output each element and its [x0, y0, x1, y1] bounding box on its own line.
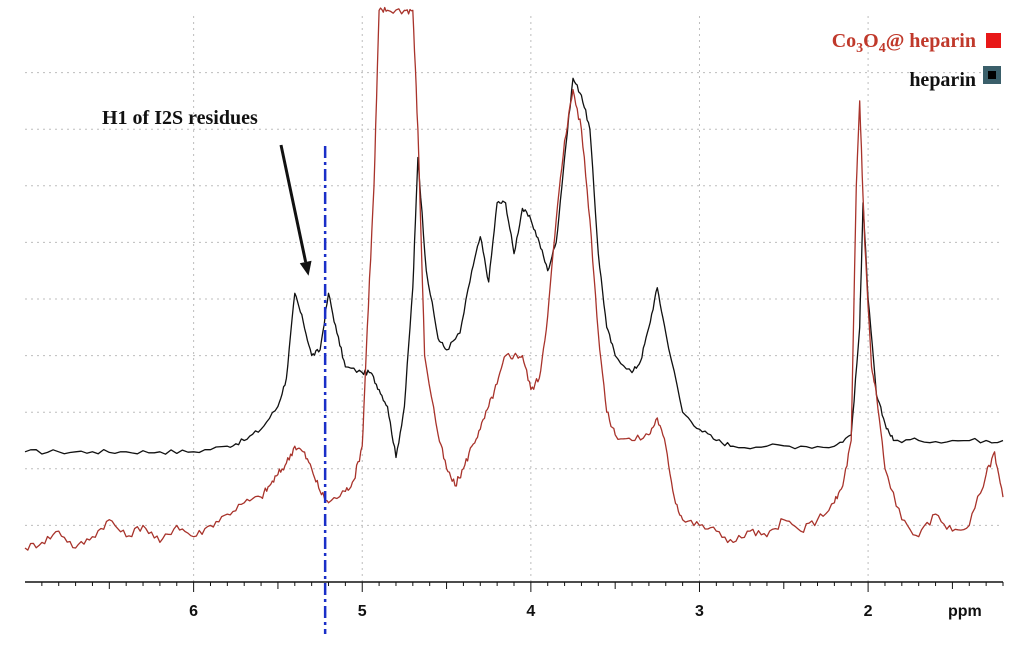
tick-label: 2 — [864, 603, 873, 620]
legend: Co3O4@ heparin heparin — [832, 30, 1001, 91]
series-layer — [24, 6, 1004, 551]
legend-label-heparin: heparin — [909, 69, 976, 91]
annotation-text: H1 of I2S residues — [102, 107, 258, 129]
annotation-arrowhead — [299, 260, 312, 276]
grid — [25, 16, 1003, 582]
annotation-arrow — [279, 144, 308, 263]
legend-marker-co3o4-heparin — [986, 33, 1001, 48]
tick-label: 3 — [695, 603, 704, 620]
x-axis-ticks: 6 5 4 3 2 — [41, 582, 1004, 620]
series-line-heparin — [24, 77, 1004, 459]
tick-label: 5 — [358, 603, 367, 620]
tick-label: 6 — [189, 603, 198, 620]
annotation: H1 of I2S residues — [102, 107, 312, 276]
legend-marker-heparin-inner — [988, 71, 996, 79]
series-line-co3o4-heparin — [24, 6, 1004, 551]
x-axis-unit: ppm — [948, 603, 982, 620]
legend-label-co3o4-heparin: Co3O4@ heparin — [832, 30, 976, 56]
tick-label: 4 — [526, 603, 535, 620]
